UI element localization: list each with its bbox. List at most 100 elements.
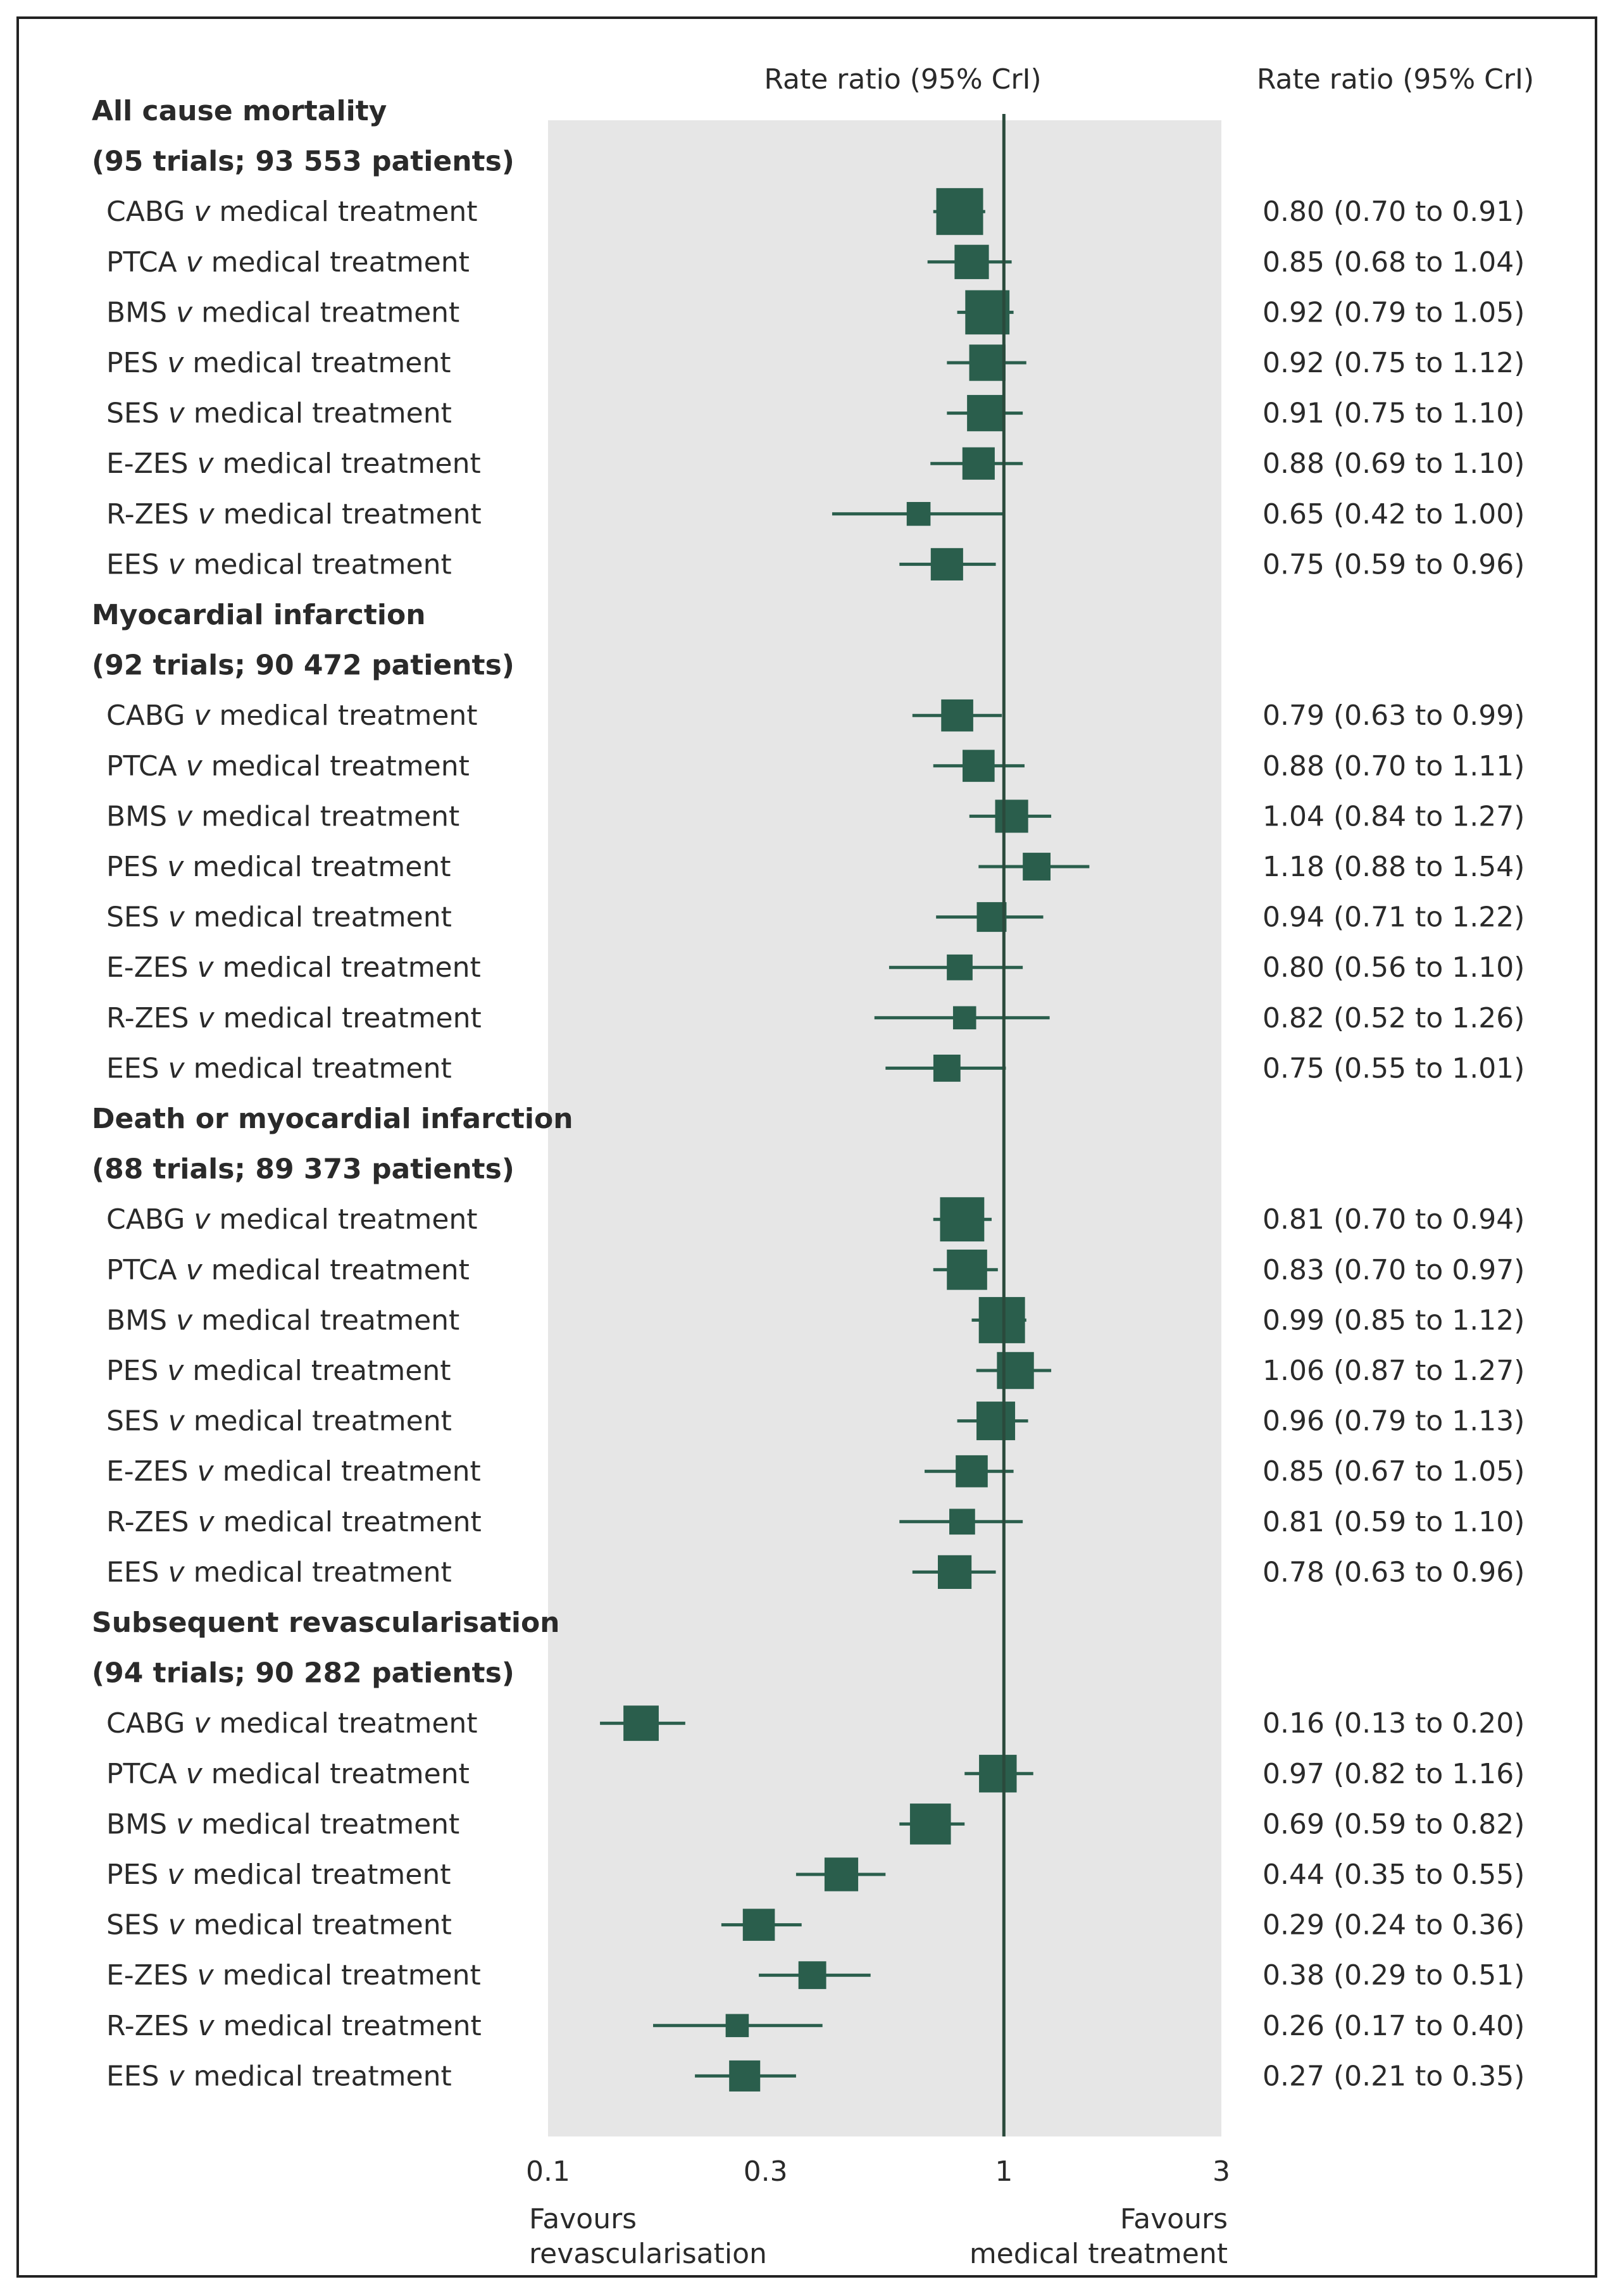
rate-ratio-value: 0.65 (0.42 to 1.00) xyxy=(1263,498,1525,530)
comparison-label: R-ZES v medical treatment xyxy=(106,1002,482,1034)
favours-right-label: Favours xyxy=(1120,2203,1228,2235)
comparison-label: E-ZES v medical treatment xyxy=(106,951,481,984)
point-estimate-marker xyxy=(952,1006,976,1030)
forest-row: PTCA v medical treatment 0.88 (0.70 to 1.… xyxy=(106,750,1525,782)
rate-ratio-value: 0.29 (0.24 to 0.36) xyxy=(1263,1909,1525,1942)
point-estimate-marker xyxy=(963,750,995,782)
rate-ratio-value: 0.88 (0.70 to 1.11) xyxy=(1263,750,1525,782)
group-title: Subsequent revascularisation xyxy=(92,1607,560,1639)
point-estimate-marker xyxy=(941,699,973,732)
rate-ratio-value: 1.06 (0.87 to 1.27) xyxy=(1263,1355,1525,1387)
forest-row: E-ZES v medical treatment 0.85 (0.67 to 1… xyxy=(106,1455,1525,1488)
forest-row: BMS v medical treatment 0.92 (0.79 to 1.0… xyxy=(106,290,1525,335)
point-estimate-marker xyxy=(1023,853,1051,881)
comparison-label: R-ZES v medical treatment xyxy=(106,1506,482,1538)
point-estimate-marker xyxy=(978,1296,1025,1343)
point-estimate-marker xyxy=(906,502,931,526)
rate-ratio-value: 0.82 (0.52 to 1.26) xyxy=(1263,1002,1525,1034)
rate-ratio-value: 0.16 (0.13 to 0.20) xyxy=(1263,1707,1525,1740)
forest-row: BMS v medical treatment 0.69 (0.59 to 0.8… xyxy=(106,1804,1525,1845)
rate-ratio-value: 0.75 (0.55 to 1.01) xyxy=(1263,1052,1525,1084)
forest-row: R-ZES v medical treatment 0.65 (0.42 to 1… xyxy=(106,498,1525,530)
rate-ratio-value: 0.94 (0.71 to 1.22) xyxy=(1263,901,1525,934)
forest-row: R-ZES v medical treatment 0.26 (0.17 to 0… xyxy=(106,2010,1525,2042)
point-estimate-marker xyxy=(995,800,1028,833)
forest-row: PES v medical treatment 0.44 (0.35 to 0.5… xyxy=(106,1857,1525,1891)
forest-row: E-ZES v medical treatment 0.88 (0.69 to 1… xyxy=(106,447,1525,480)
forest-row: BMS v medical treatment 0.99 (0.85 to 1.1… xyxy=(106,1296,1525,1343)
point-estimate-marker xyxy=(947,954,973,981)
point-estimate-marker xyxy=(933,1055,961,1082)
comparison-label: PES v medical treatment xyxy=(106,851,451,883)
forest-row: R-ZES v medical treatment 0.81 (0.59 to 1… xyxy=(106,1506,1525,1538)
forest-row: EES v medical treatment 0.78 (0.63 to 0.9… xyxy=(106,1555,1525,1589)
comparison-label: SES v medical treatment xyxy=(106,901,452,934)
forest-row: CABG v medical treatment 0.79 (0.63 to 0.… xyxy=(106,699,1525,732)
rate-ratio-value: 0.88 (0.69 to 1.10) xyxy=(1263,448,1525,480)
rate-ratio-value: 1.04 (0.84 to 1.27) xyxy=(1263,800,1525,832)
values-column-header: Rate ratio (95% CrI) xyxy=(1257,63,1534,96)
rate-ratio-value: 0.85 (0.67 to 1.05) xyxy=(1263,1455,1525,1488)
rate-ratio-value: 0.81 (0.70 to 0.94) xyxy=(1263,1203,1525,1236)
comparison-label: PES v medical treatment xyxy=(106,1355,451,1387)
comparison-label: SES v medical treatment xyxy=(106,398,452,430)
comparison-label: EES v medical treatment xyxy=(106,1052,452,1084)
x-tick-label: 0.1 xyxy=(526,2155,570,2188)
plot-background xyxy=(548,120,1221,2136)
point-estimate-marker xyxy=(954,244,989,279)
point-estimate-marker xyxy=(729,2060,761,2092)
rate-ratio-value: 0.85 (0.68 to 1.04) xyxy=(1263,246,1525,279)
comparison-label: PTCA v medical treatment xyxy=(106,1758,470,1790)
comparison-label: BMS v medical treatment xyxy=(106,1304,459,1336)
rate-ratio-value: 0.99 (0.85 to 1.12) xyxy=(1263,1304,1525,1336)
group-title: All cause mortality xyxy=(92,95,387,127)
comparison-label: CABG v medical treatment xyxy=(106,699,478,732)
forest-row: PES v medical treatment 0.92 (0.75 to 1.1… xyxy=(106,344,1525,381)
forest-row: CABG v medical treatment 0.16 (0.13 to 0.… xyxy=(106,1705,1525,1741)
point-estimate-marker xyxy=(824,1857,859,1891)
point-estimate-marker xyxy=(937,1555,972,1589)
plot-column-header: Rate ratio (95% CrI) xyxy=(764,63,1041,96)
point-estimate-marker xyxy=(940,1197,985,1242)
comparison-label: CABG v medical treatment xyxy=(106,1707,478,1740)
point-estimate-marker xyxy=(967,394,1004,432)
rate-ratio-value: 0.38 (0.29 to 0.51) xyxy=(1263,1959,1525,1992)
forest-row: SES v medical treatment 0.96 (0.79 to 1.1… xyxy=(106,1402,1525,1441)
x-tick-label: 3 xyxy=(1213,2155,1230,2188)
forest-row: EES v medical treatment 0.75 (0.55 to 1.0… xyxy=(106,1052,1525,1084)
forest-row: PES v medical treatment 1.18 (0.88 to 1.5… xyxy=(106,851,1525,883)
point-estimate-marker xyxy=(936,188,983,235)
comparison-label: E-ZES v medical treatment xyxy=(106,1455,481,1488)
point-estimate-marker xyxy=(979,1755,1017,1793)
comparison-label: PES v medical treatment xyxy=(106,1859,451,1891)
favours-right-label: medical treatment xyxy=(970,2238,1228,2270)
comparison-label: BMS v medical treatment xyxy=(106,296,459,329)
group-subtitle: (92 trials; 90 472 patients) xyxy=(92,649,514,682)
forest-row: E-ZES v medical treatment 0.38 (0.29 to 0… xyxy=(106,1959,1525,1992)
point-estimate-marker xyxy=(969,344,1006,381)
rate-ratio-value: 1.18 (0.88 to 1.54) xyxy=(1263,851,1525,883)
point-estimate-marker xyxy=(965,290,1010,335)
rate-ratio-value: 0.80 (0.70 to 0.91) xyxy=(1263,196,1525,228)
forest-row: SES v medical treatment 0.91 (0.75 to 1.1… xyxy=(106,394,1525,432)
comparison-label: EES v medical treatment xyxy=(106,2060,452,2092)
forest-row: PES v medical treatment 1.06 (0.87 to 1.2… xyxy=(106,1352,1525,1390)
group-subtitle: (94 trials; 90 282 patients) xyxy=(92,1657,514,1690)
comparison-label: SES v medical treatment xyxy=(106,1909,452,1942)
point-estimate-marker xyxy=(742,1909,775,1941)
comparison-label: BMS v medical treatment xyxy=(106,800,459,832)
point-estimate-marker xyxy=(956,1455,988,1488)
x-tick-label: 1 xyxy=(995,2155,1013,2188)
forest-row: E-ZES v medical treatment 0.80 (0.56 to 1… xyxy=(106,951,1525,984)
rate-ratio-value: 0.81 (0.59 to 1.10) xyxy=(1263,1506,1525,1538)
point-estimate-marker xyxy=(909,1804,951,1845)
point-estimate-marker xyxy=(962,447,995,480)
favours-left-label: revascularisation xyxy=(529,2238,767,2270)
point-estimate-marker xyxy=(798,1961,826,1990)
forest-row: R-ZES v medical treatment 0.82 (0.52 to 1… xyxy=(106,1002,1525,1034)
comparison-label: SES v medical treatment xyxy=(106,1405,452,1438)
point-estimate-marker xyxy=(949,1509,975,1535)
group-title: Myocardial infarction xyxy=(92,599,426,631)
forest-row: CABG v medical treatment 0.81 (0.70 to 0.… xyxy=(106,1197,1525,1242)
group-subtitle: (88 trials; 89 373 patients) xyxy=(92,1153,514,1186)
